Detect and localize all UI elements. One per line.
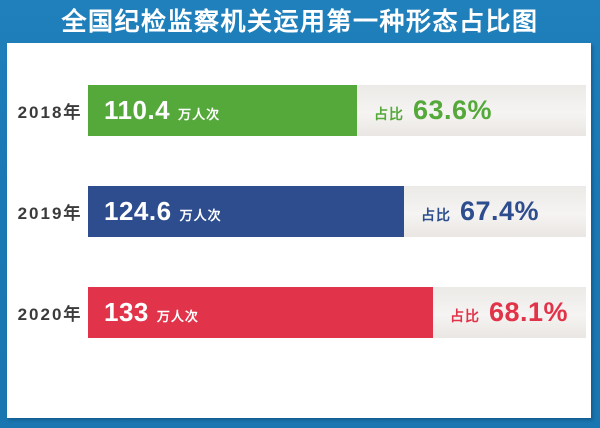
year-label-2019: 2019年 bbox=[17, 204, 83, 223]
bar-value-2019: 124.6 bbox=[104, 196, 172, 226]
percent-label-2020: 占比 bbox=[450, 308, 480, 324]
percent-group-2018: 占比 63.6% bbox=[374, 95, 492, 126]
percent-label-2018: 占比 bbox=[374, 106, 404, 122]
bar-track-2019: 124.6 万人次 占比 67.4% bbox=[88, 186, 586, 237]
bar-value-2020: 133 bbox=[104, 297, 149, 327]
percent-label-2019: 占比 bbox=[421, 207, 451, 223]
percent-group-2019: 占比 67.4% bbox=[421, 196, 539, 227]
bar-row-2020: 2020年 133 万人次 占比 68.1% bbox=[7, 287, 591, 338]
chart-title: 全国纪检监察机关运用第一种形态占比图 bbox=[61, 8, 539, 36]
bar-2020: 133 万人次 bbox=[88, 287, 433, 338]
year-label-2018: 2018年 bbox=[17, 103, 83, 122]
bar-unit-2020: 万人次 bbox=[156, 309, 199, 324]
bar-row-2019: 2019年 124.6 万人次 占比 67.4% bbox=[7, 186, 591, 237]
bar-unit-2019: 万人次 bbox=[179, 208, 222, 223]
percent-value-2018: 63.6% bbox=[413, 95, 493, 125]
bar-row-2018: 2018年 110.4 万人次 占比 63.6% bbox=[7, 85, 591, 136]
bar-track-2018: 110.4 万人次 占比 63.6% bbox=[88, 85, 586, 136]
percent-value-2020: 68.1% bbox=[489, 297, 569, 327]
bar-value-group: 124.6 万人次 bbox=[88, 196, 222, 227]
bar-value-2018: 110.4 bbox=[104, 95, 171, 125]
chart-card: 2018年 110.4 万人次 占比 63.6% 2019年 bbox=[7, 43, 591, 418]
bar-2019: 124.6 万人次 bbox=[88, 186, 404, 237]
bar-unit-2018: 万人次 bbox=[178, 107, 221, 122]
percent-value-2019: 67.4% bbox=[460, 196, 540, 226]
bar-track-2020: 133 万人次 占比 68.1% bbox=[88, 287, 586, 338]
percent-group-2020: 占比 68.1% bbox=[450, 297, 568, 328]
bar-value-group: 110.4 万人次 bbox=[88, 95, 220, 126]
year-label-2020: 2020年 bbox=[17, 305, 83, 324]
bar-2018: 110.4 万人次 bbox=[88, 85, 357, 136]
bar-value-group: 133 万人次 bbox=[88, 297, 199, 328]
